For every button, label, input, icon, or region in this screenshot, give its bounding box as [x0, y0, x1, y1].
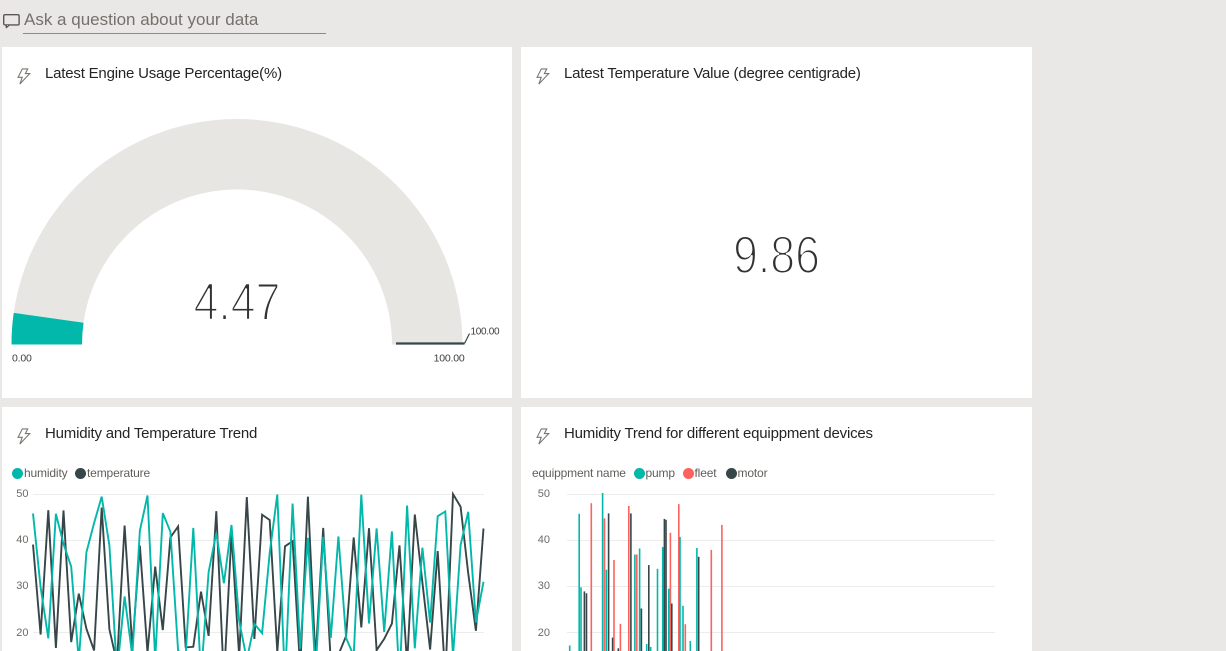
- svg-text:100.00: 100.00: [434, 353, 465, 365]
- svg-text:0.00: 0.00: [12, 353, 32, 365]
- svg-text:100.00: 100.00: [471, 327, 501, 338]
